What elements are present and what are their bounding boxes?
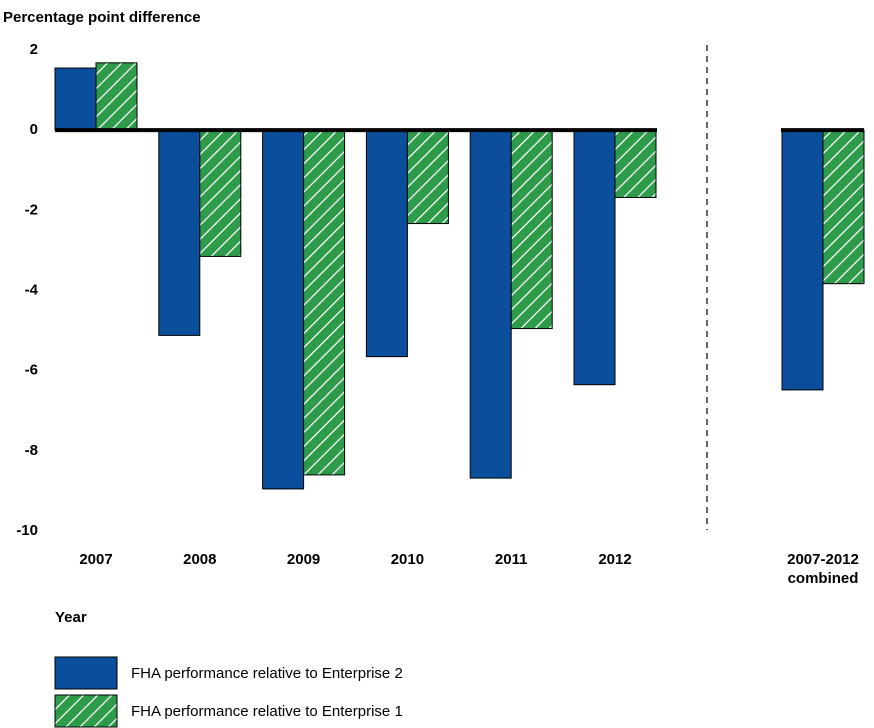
bar [822, 129, 865, 285]
bar [469, 129, 512, 479]
y-tick-label: 0 [30, 121, 38, 138]
bar [199, 129, 242, 257]
y-tick-label: -2 [25, 201, 38, 218]
bar [262, 129, 305, 490]
y-tick-label: -4 [25, 281, 39, 298]
bar [365, 129, 408, 358]
legend-label: FHA performance relative to Enterprise 1 [131, 703, 403, 720]
y-tick-label: -8 [25, 442, 38, 459]
y-tick-label: -6 [25, 362, 38, 379]
bar [158, 129, 201, 336]
x-tick-label: 2010 [390, 551, 425, 568]
bar [781, 129, 824, 391]
legend-label: FHA performance relative to Enterprise 2 [131, 665, 403, 682]
x-tick-label: 2008 [183, 551, 217, 568]
bar [406, 129, 449, 225]
x-tick-label: 2012 [598, 551, 632, 568]
legend-swatch [54, 656, 118, 690]
y-axis-label: Percentage point difference [3, 9, 201, 26]
bar [303, 129, 346, 476]
bar [614, 129, 657, 199]
x-tick-label: 2007 [79, 551, 113, 568]
y-tick-label: -10 [16, 522, 38, 539]
x-axis-label: Year [55, 609, 87, 626]
bar [510, 129, 553, 330]
bar [54, 67, 97, 131]
x-tick-label: 2009 [286, 551, 321, 568]
bar [573, 129, 616, 386]
x-tick-label: 2011 [494, 551, 528, 568]
bar [95, 62, 138, 131]
y-tick-label: 2 [30, 41, 38, 58]
x-tick-label: 2007-2012 combined [787, 551, 859, 587]
legend-swatch [54, 694, 118, 728]
